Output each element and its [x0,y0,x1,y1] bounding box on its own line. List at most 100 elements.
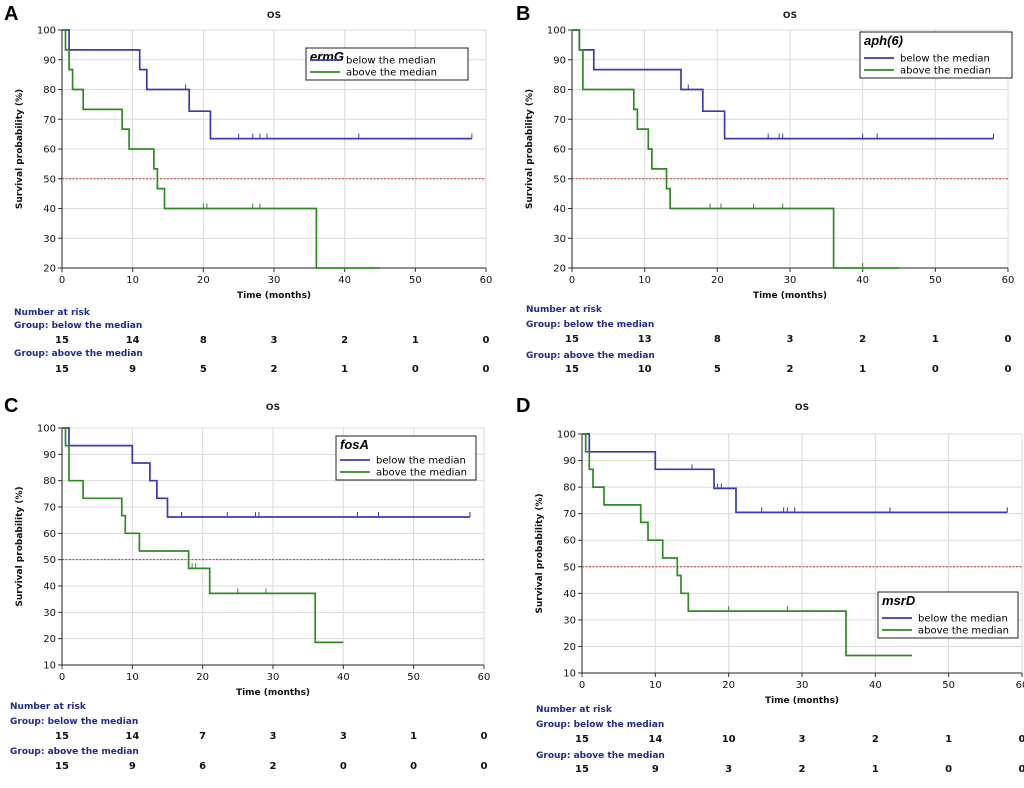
risk-count: 15 [565,334,579,345]
y-tick-label: 50 [563,562,576,573]
risk-group-label: Group: below the median [526,320,654,330]
risk-count: 8 [200,335,207,346]
x-tick-label: 50 [407,672,420,683]
risk-count: 2 [872,734,879,745]
y-axis-label: Survival probability (%) [525,89,535,209]
y-tick-label: 90 [563,456,576,467]
risk-count: 9 [129,761,136,772]
y-axis-label: Survival probability (%) [15,89,25,209]
km-chart-fosa: C OS0 10 20 30 40 50 60102030405060708090100Tim… [4,395,491,772]
y-tick-label: 20 [43,634,56,645]
risk-table-heading: Number at risk [10,702,87,712]
risk-count: 0 [481,731,488,742]
risk-count: 2 [271,364,278,375]
x-tick-label: 20 [711,275,724,286]
risk-count: 0 [483,364,490,375]
legend-title: ermG [310,49,344,64]
x-tick-label: 40 [856,275,869,286]
survival-curve-above [572,29,899,269]
km-chart-ermg: A OS0 10 20 30 40 50 602030405060708090100Time … [4,3,492,375]
y-tick-label: 60 [553,145,566,156]
risk-count: 1 [341,364,348,375]
panel-letter: C [4,395,18,417]
risk-count: 15 [575,734,589,745]
panel-a: A OS 0 10 20 30 40 50 60 20 30 40 50 60 70 80 90 100 Time … [0,0,512,392]
x-tick-label: 50 [942,680,955,691]
legend-box [305,47,469,81]
chart-title: OS [795,403,809,413]
risk-count: 0 [481,761,488,772]
x-tick-label: 30 [796,680,809,691]
y-tick-label: 70 [43,503,56,514]
risk-count: 9 [129,364,136,375]
survival-curve-below [62,29,472,140]
y-tick-label: 80 [553,85,566,96]
survival-curve-below [582,433,1008,514]
y-tick-label: 100 [547,26,566,37]
risk-count: 3 [340,731,347,742]
risk-count: 14 [648,734,662,745]
chart-title: OS [266,403,280,413]
y-tick-label: 100 [557,430,576,441]
risk-count: 0 [1019,764,1024,775]
y-axis-label: Survival probability (%) [535,493,545,613]
risk-count: 3 [787,334,794,345]
y-tick-label: 20 [553,264,566,275]
y-tick-label: 30 [43,608,56,619]
risk-table-heading: Number at risk [536,705,613,715]
risk-count: 6 [199,761,206,772]
legend-label-above: above the median [376,468,467,479]
panel-d: DOS0102030405060102030405060708090100Tim… [512,392,1024,783]
y-tick-label: 90 [43,55,56,66]
y-tick-label: 40 [553,204,566,215]
risk-count: 5 [714,364,721,375]
y-tick-label: 60 [563,536,576,547]
risk-count: 3 [725,764,732,775]
x-tick-label: 50 [409,275,422,286]
legend-title: aph(6) [864,33,903,48]
risk-count: 1 [412,335,419,346]
x-tick-label: 0 [569,275,575,286]
risk-count: 2 [341,335,348,346]
y-tick-label: 10 [563,669,576,680]
risk-group-label: Group: below the median [10,717,138,727]
risk-count: 0 [1005,334,1012,345]
x-tick-label: 10 [126,672,139,683]
risk-group-label: Group: above the median [10,747,139,757]
risk-count: 0 [1019,734,1024,745]
risk-count: 13 [638,334,652,345]
x-axis-label: Time (months) [237,291,311,301]
x-tick-label: 40 [338,275,351,286]
legend-label-above: above the median [346,68,437,79]
risk-count: 15 [55,364,69,375]
risk-count: 0 [410,761,417,772]
y-tick-label: 70 [553,115,566,126]
risk-count: 15 [55,761,69,772]
risk-count: 3 [271,335,278,346]
risk-count: 2 [270,761,277,772]
x-tick-label: 10 [638,275,651,286]
x-axis-label: Time (months) [236,688,310,698]
survival-curve-above [582,433,912,657]
risk-table-heading: Number at risk [14,308,91,318]
legend-label-below: below the median [346,56,436,67]
risk-count: 3 [270,731,277,742]
panel-letter: B [516,3,530,25]
x-tick-label: 60 [1016,680,1024,691]
risk-count: 10 [638,364,652,375]
x-tick-label: 60 [478,672,491,683]
x-tick-label: 0 [59,672,65,683]
risk-count: 0 [483,335,490,346]
legend-label-below: below the median [376,456,466,467]
panel-b: B OS 0 10 20 30 40 50 60 20 30 40 50 60 70 80 90 100 Time … [512,0,1024,392]
x-tick-label: 20 [197,275,210,286]
legend-title: fosA [340,437,369,452]
risk-count: 0 [945,764,952,775]
risk-count: 15 [55,731,69,742]
x-tick-label: 50 [929,275,942,286]
risk-group-label: Group: below the median [536,720,664,730]
risk-count: 1 [872,764,879,775]
y-tick-label: 60 [43,145,56,156]
risk-count: 2 [799,764,806,775]
x-tick-label: 20 [196,672,209,683]
